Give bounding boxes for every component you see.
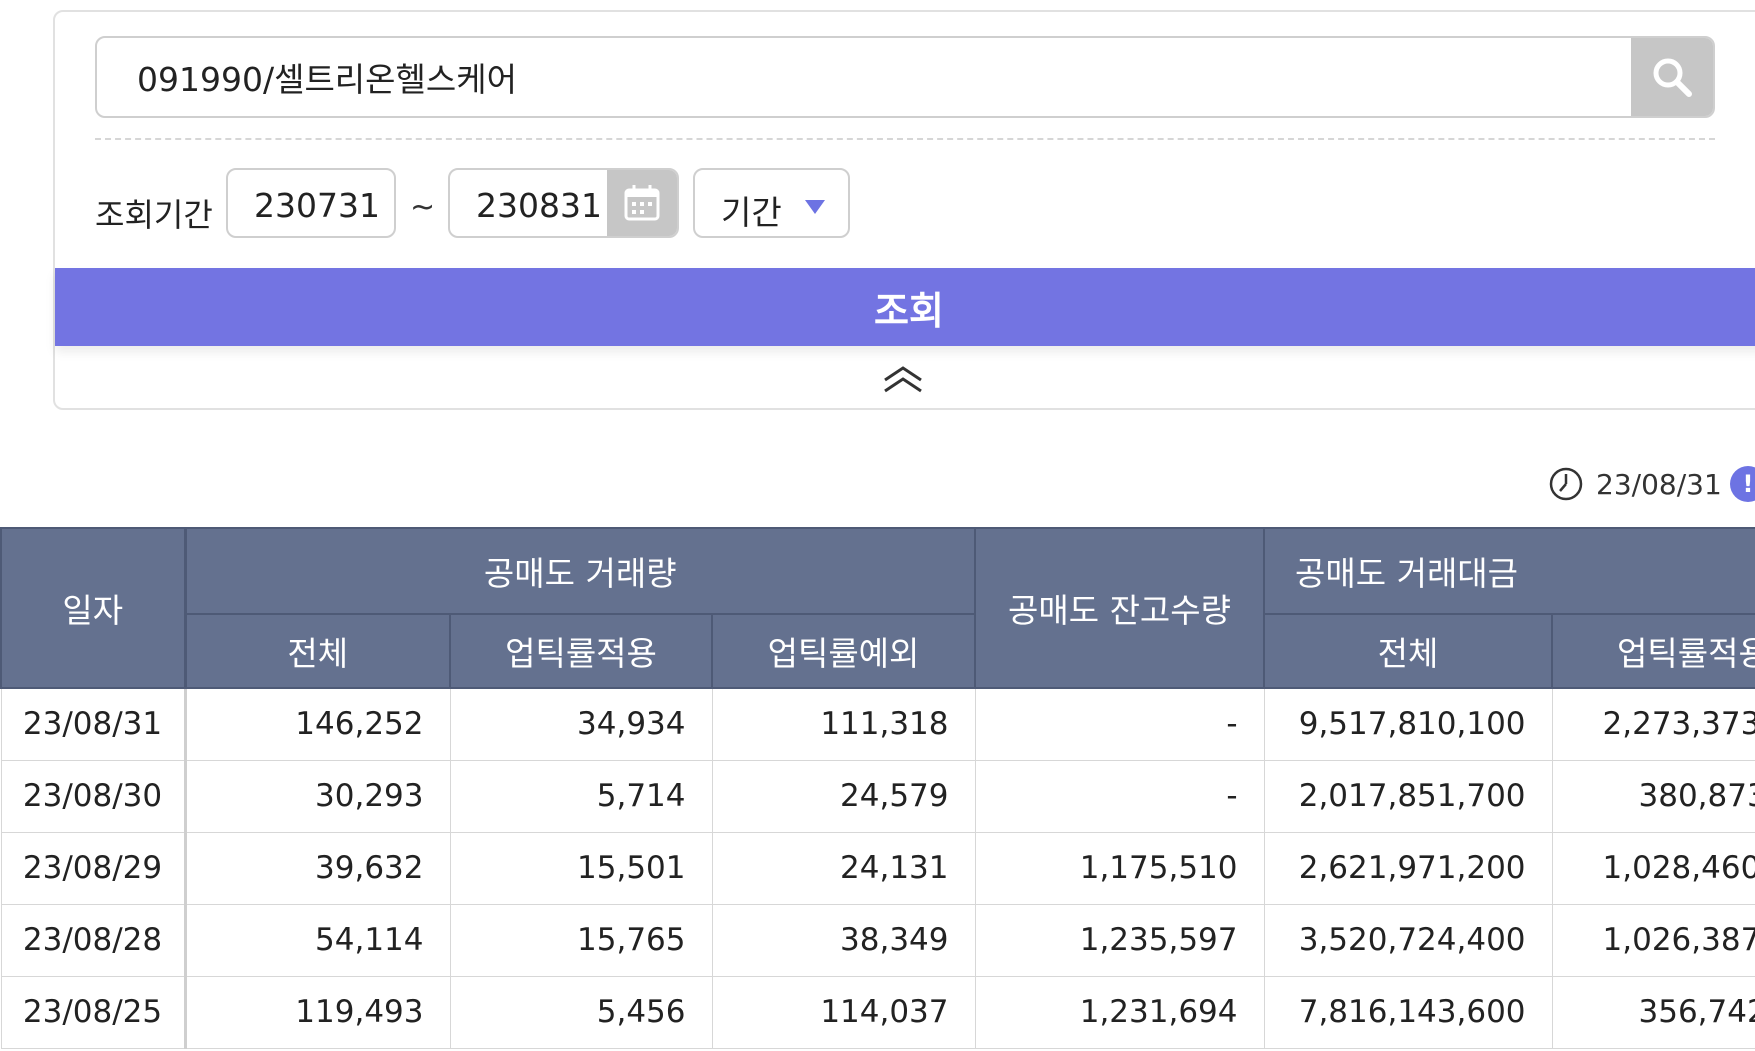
cell-vol-applied: 15,765 xyxy=(449,903,713,977)
query-button[interactable]: 조회 xyxy=(55,268,1755,346)
cell-balance: 1,175,510 xyxy=(974,831,1265,905)
start-date-value: 230731 xyxy=(254,186,380,225)
search-input[interactable] xyxy=(97,38,1627,116)
cell-balance: 1,235,597 xyxy=(974,903,1265,977)
col-header-date: 일자 xyxy=(0,527,187,689)
table-row: 23/08/29 39,632 15,501 24,131 1,175,510 … xyxy=(0,831,1755,905)
short-selling-table: 일자 공매도 거래량 공매도 잔고수량 공매도 거래대금 전체 업틱률적용 업틱… xyxy=(0,527,1755,1051)
cell-amt-total: 9,517,810,100 xyxy=(1263,687,1553,761)
cell-amt-total: 3,520,724,400 xyxy=(1263,903,1553,977)
end-date-value: 230831 xyxy=(476,186,602,225)
group-header-amount: 공매도 거래대금 xyxy=(1263,527,1755,615)
search-box xyxy=(95,36,1715,118)
cell-vol-exempt: 38,349 xyxy=(711,903,976,977)
cell-vol-total: 39,632 xyxy=(184,831,451,905)
col-header-vol-exempt: 업틱률예외 xyxy=(710,613,977,689)
cell-balance: - xyxy=(974,759,1265,833)
period-select[interactable]: 기간 xyxy=(693,168,850,238)
cell-amt-applied: 380,873,000 xyxy=(1551,759,1755,833)
cell-amt-applied: 1,028,460,000 xyxy=(1551,831,1755,905)
cell-vol-total: 30,293 xyxy=(184,759,451,833)
period-select-value: 기간 xyxy=(721,193,782,232)
table-row: 23/08/28 54,114 15,765 38,349 1,235,597 … xyxy=(0,903,1755,977)
end-date-field[interactable]: 230831 xyxy=(448,168,679,238)
cell-vol-total: 146,252 xyxy=(184,687,451,761)
cell-balance: - xyxy=(974,687,1265,761)
dropdown-arrow-icon xyxy=(805,200,825,214)
start-date-field[interactable]: 230731 xyxy=(226,168,396,238)
period-label: 조회기간 xyxy=(95,196,213,234)
cell-balance: 1,231,694 xyxy=(974,975,1265,1049)
table-row: 23/08/25 119,493 5,456 114,037 1,231,694… xyxy=(0,975,1755,1049)
search-button[interactable] xyxy=(1631,38,1713,116)
cell-amt-applied: 1,026,387,000 xyxy=(1551,903,1755,977)
cell-date: 23/08/28 xyxy=(0,903,187,977)
as-of-indicator: 23/08/31 xyxy=(1548,464,1722,504)
calendar-button[interactable] xyxy=(607,170,677,236)
cell-date: 23/08/29 xyxy=(0,831,187,905)
cell-vol-total: 54,114 xyxy=(184,903,451,977)
cell-vol-total: 119,493 xyxy=(184,975,451,1049)
cell-amt-applied: 2,273,373,000 xyxy=(1551,687,1755,761)
group-header-volume: 공매도 거래량 xyxy=(183,527,977,615)
cell-vol-exempt: 24,579 xyxy=(711,759,976,833)
cell-vol-applied: 5,456 xyxy=(449,975,713,1049)
cell-vol-exempt: 111,318 xyxy=(711,687,976,761)
info-icon[interactable]: ! xyxy=(1730,466,1755,502)
date-separator: ~ xyxy=(410,190,436,225)
double-chevron-up-icon[interactable] xyxy=(881,364,925,394)
cell-vol-applied: 34,934 xyxy=(449,687,713,761)
col-header-balance: 공매도 잔고수량 xyxy=(974,527,1266,689)
col-header-amt-applied: 업틱률적용 xyxy=(1551,613,1755,689)
search-icon xyxy=(1653,58,1692,97)
cell-date: 23/08/25 xyxy=(0,975,187,1049)
col-header-amt-total: 전체 xyxy=(1263,613,1554,689)
table-row: 23/08/31 146,252 34,934 111,318 - 9,517,… xyxy=(0,687,1755,761)
divider xyxy=(95,138,1715,140)
cell-amt-total: 7,816,143,600 xyxy=(1263,975,1553,1049)
cell-vol-applied: 5,714 xyxy=(449,759,713,833)
col-header-vol-applied: 업틱률적용 xyxy=(449,613,713,689)
col-header-vol-total: 전체 xyxy=(184,613,451,689)
cell-vol-exempt: 24,131 xyxy=(711,831,976,905)
clock-icon xyxy=(1549,467,1583,501)
as-of-date: 23/08/31 xyxy=(1596,467,1722,501)
calendar-icon xyxy=(624,185,660,221)
cell-date: 23/08/31 xyxy=(0,687,187,761)
cell-date: 23/08/30 xyxy=(0,759,187,833)
search-panel: 조회기간 230731 ~ 230831 기간 조회 xyxy=(53,10,1755,410)
query-button-label: 조회 xyxy=(874,288,944,333)
cell-amt-total: 2,621,971,200 xyxy=(1263,831,1553,905)
table-row: 23/08/30 30,293 5,714 24,579 - 2,017,851… xyxy=(0,759,1755,833)
cell-amt-total: 2,017,851,700 xyxy=(1263,759,1553,833)
cell-vol-exempt: 114,037 xyxy=(711,975,976,1049)
cell-vol-applied: 15,501 xyxy=(449,831,713,905)
cell-amt-applied: 356,742,000 xyxy=(1551,975,1755,1049)
